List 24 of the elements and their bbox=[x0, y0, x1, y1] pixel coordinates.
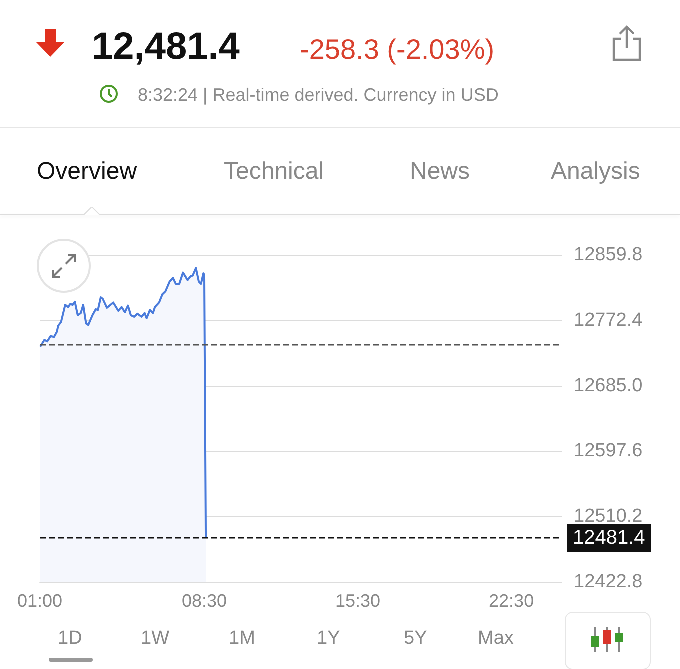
text: 1W bbox=[141, 628, 170, 650]
y-tick-label: 12510.2 bbox=[574, 506, 643, 528]
text: 8:32:24 | Real-time derived. Currency in USD bbox=[138, 85, 499, 106]
chart-title: 12,481.4 bbox=[92, 26, 240, 69]
text: Max bbox=[478, 628, 514, 650]
text: News bbox=[410, 158, 470, 186]
text: 1D bbox=[58, 628, 82, 650]
y-tick-label: 12859.8 bbox=[574, 244, 643, 266]
x-tick-label: 08:30 bbox=[182, 591, 228, 611]
y-tick-label: 12772.4 bbox=[574, 310, 644, 331]
text: 1Y bbox=[317, 628, 340, 650]
x-tick-label: 01:00 bbox=[17, 591, 63, 611]
text: Analysis bbox=[551, 158, 640, 186]
x-tick-label: 15:30 bbox=[336, 591, 381, 611]
chart-subtitle: -258.3 (-2.03%) bbox=[300, 34, 495, 66]
text: 1M bbox=[229, 628, 256, 650]
y-tick-label: 12685.0 bbox=[574, 375, 643, 396]
y-tick-label: 12597.6 bbox=[574, 440, 643, 462]
ref-line-label: 12481.4 bbox=[573, 527, 646, 550]
text: Overview bbox=[37, 158, 138, 186]
text: Technical bbox=[224, 158, 324, 186]
text: 5Y bbox=[404, 628, 428, 650]
x-tick-label: 22:30 bbox=[489, 591, 534, 611]
y-tick-label: 12422.8 bbox=[574, 572, 643, 592]
